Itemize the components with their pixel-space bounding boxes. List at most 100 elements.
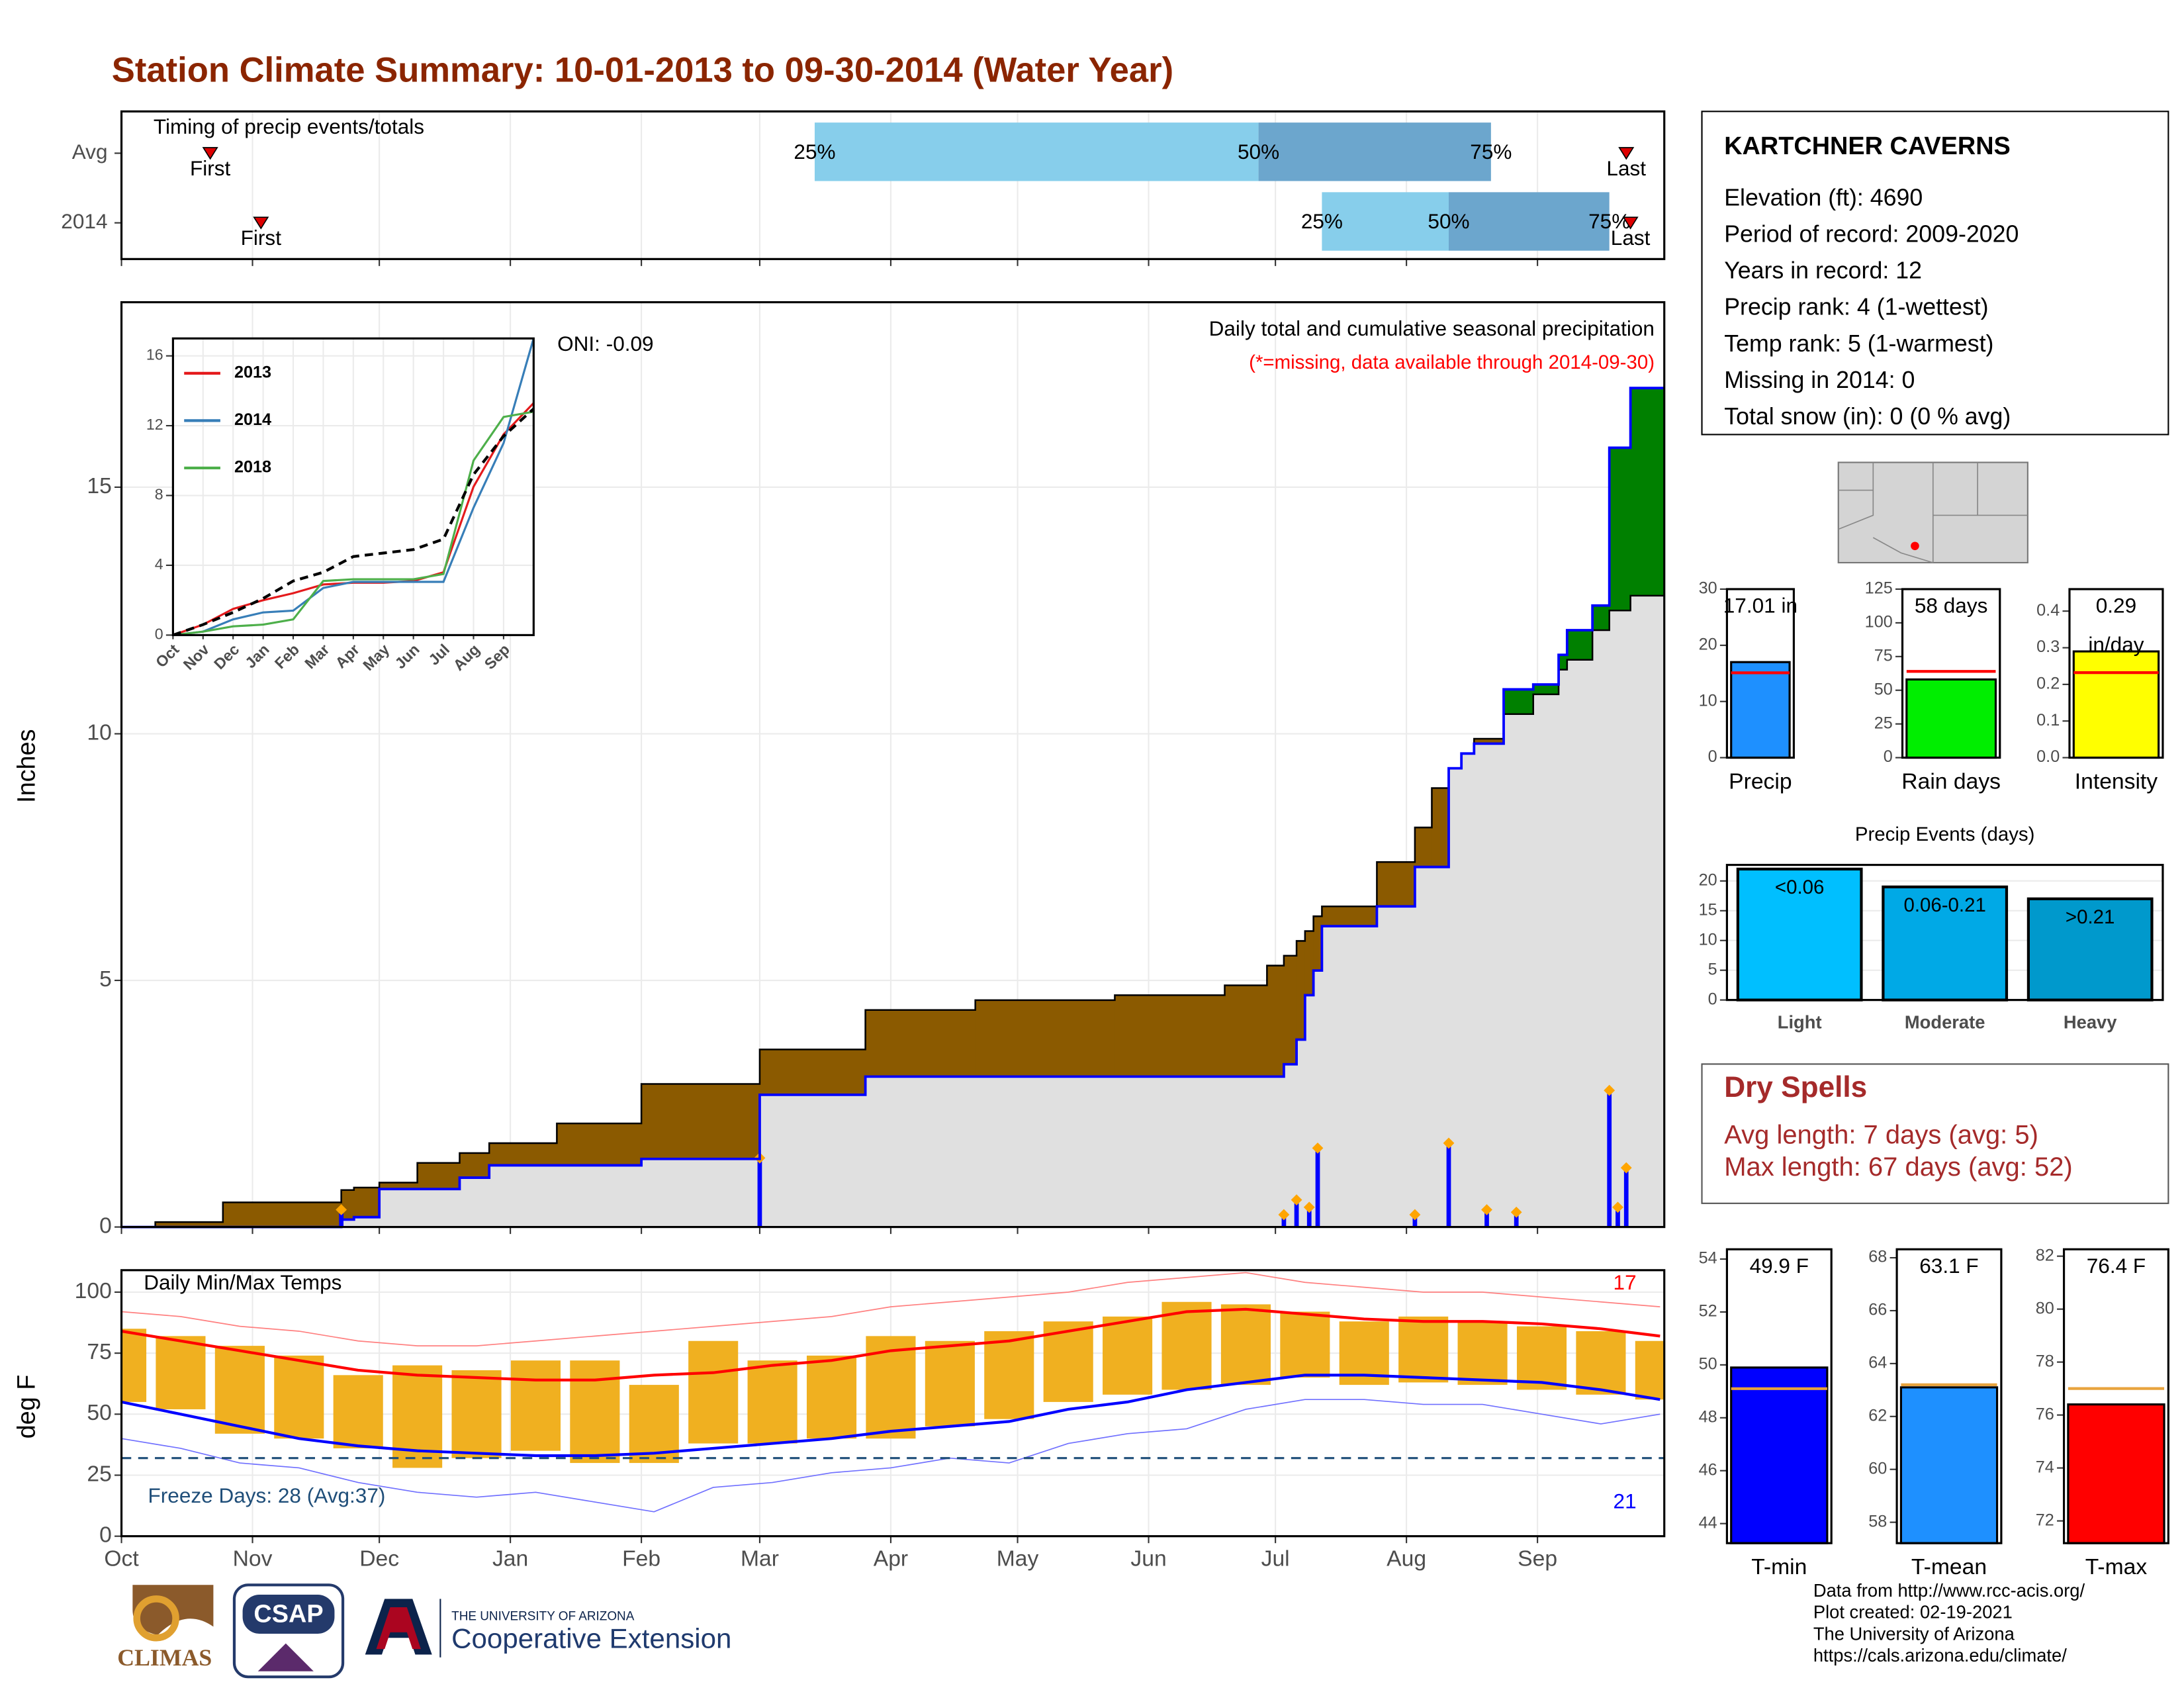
stat-category: T-mean [1911, 1555, 1987, 1579]
record-high-line [121, 1272, 1661, 1346]
panel-frame [2062, 1248, 2169, 1544]
oni: ONI: -0.09 [557, 332, 654, 355]
season-line [173, 407, 534, 635]
daily-bar [1446, 1143, 1451, 1227]
base-fill [1592, 630, 1610, 1227]
below-fill [379, 1182, 418, 1190]
temp-range-bar [156, 1336, 206, 1409]
below-fill [1474, 738, 1504, 744]
stat-value-label: 76.4 F [2087, 1254, 2146, 1278]
daily-bar [1306, 1207, 1312, 1227]
stat-category: T-min [1751, 1555, 1807, 1579]
event-bar-label: <0.06 [1775, 876, 1825, 898]
base-fill [1630, 595, 1665, 1227]
temp-range-bar [1635, 1340, 1664, 1400]
daily-bar [1281, 1214, 1287, 1227]
y-tick-label: 74 [2036, 1458, 2054, 1476]
panel-frame [2068, 588, 2164, 759]
y-tick-label: 0.0 [2036, 747, 2060, 766]
below-fill [417, 1162, 461, 1190]
stat-value-label: in/day [2088, 633, 2144, 657]
y-tick-label: 0.3 [2036, 637, 2060, 656]
x-tick-label: Aug [1387, 1546, 1426, 1571]
y-tick-label: 100 [1865, 613, 1893, 632]
panel-frame [1895, 1248, 2003, 1544]
footer-line: https://cals.arizona.edu/climate/ [1813, 1645, 2067, 1665]
base-fill [975, 1076, 1116, 1227]
quartile-bar [1322, 192, 1449, 251]
y-tick-label: 0 [99, 1213, 112, 1238]
y-tick-label: 75 [87, 1340, 111, 1364]
y-tick-label: 48 [1699, 1407, 1717, 1426]
x-tick-label: Sep [1518, 1546, 1557, 1571]
event-marker [1622, 216, 1639, 230]
row-label: Avg [72, 140, 108, 164]
y-tick-label: 50 [1874, 680, 1893, 698]
y-tick-label: 44 [1699, 1513, 1717, 1532]
y-tick-label: 68 [1868, 1248, 1887, 1266]
row-label: 2014 [61, 209, 107, 233]
event-bar-label: >0.21 [2066, 906, 2115, 928]
temp-range-bar [214, 1346, 265, 1434]
daily-bar [1412, 1214, 1418, 1227]
below-fill [1115, 995, 1226, 1077]
y-tick-label: 10 [1699, 691, 1717, 710]
season-line [173, 410, 534, 635]
x-tick-label: Apr [874, 1546, 908, 1571]
quartile-label: 50% [1238, 140, 1279, 164]
station-line: Total snow (in): 0 (0 % avg) [1724, 403, 2011, 430]
footer-line: The University of Arizona [1813, 1623, 2015, 1644]
x-tick-label: Jan [492, 1546, 528, 1571]
station-line: Missing in 2014: 0 [1724, 367, 1915, 393]
temp-marks [121, 1272, 1664, 1513]
panel-frame [120, 301, 1666, 1229]
base-fill [353, 1217, 380, 1227]
panel-title: Daily Min/Max Temps [144, 1270, 341, 1294]
y-tick-label: 46 [1699, 1460, 1717, 1479]
y-tick-label: 0 [155, 626, 163, 643]
daily-bar [757, 1158, 762, 1227]
x-tick-label: Heavy [2064, 1012, 2117, 1033]
temp-range-bar [274, 1355, 324, 1439]
cumulative-line [121, 387, 1664, 1229]
base-fill [1267, 1076, 1285, 1227]
below-fill [1377, 862, 1416, 907]
daily-bar [1607, 1090, 1612, 1227]
station-line: Elevation (ft): 4690 [1724, 184, 1923, 211]
base-fill [1432, 867, 1449, 1227]
base-fill [1449, 768, 1462, 1227]
stat-bar [1730, 1366, 1829, 1544]
event-label: Last [1606, 156, 1646, 180]
above-fill [1504, 689, 1534, 714]
y-tick-label: 25 [87, 1462, 111, 1486]
y-tick-label: 72 [2036, 1511, 2054, 1529]
below-fill [1297, 941, 1306, 1040]
panel-frame [1725, 1248, 1833, 1544]
stat-category: Precip [1729, 769, 1792, 794]
above-fill [1567, 630, 1593, 660]
base-fill [1304, 995, 1314, 1227]
event-bar-label: 0.06-0.21 [1903, 894, 1985, 916]
event-marker [253, 216, 269, 230]
stat-value-label: 58 days [1915, 594, 1988, 618]
record-low-line [121, 1399, 1661, 1513]
daily-marker [1620, 1162, 1632, 1174]
x-tick-label: Nov [233, 1546, 273, 1571]
y-tick-label: 0 [1708, 747, 1717, 766]
event-marker [1618, 147, 1635, 160]
count-label: 21 [1614, 1489, 1637, 1513]
base-fill [1224, 1076, 1267, 1227]
x-tick-label: May [997, 1546, 1039, 1571]
note: (*=missing, data available through 2014-… [1249, 352, 1655, 373]
y-tick-label: 64 [1868, 1354, 1887, 1372]
base-fill [379, 1189, 418, 1227]
y-tick-label: 20 [1699, 871, 1717, 890]
temp-range-bar [747, 1360, 797, 1444]
y-tick-label: 15 [87, 474, 111, 498]
daily-bar [1623, 1168, 1629, 1227]
temp-range-bar [629, 1385, 679, 1464]
below-fill [1313, 916, 1323, 971]
legend-label: 2014 [234, 410, 271, 429]
